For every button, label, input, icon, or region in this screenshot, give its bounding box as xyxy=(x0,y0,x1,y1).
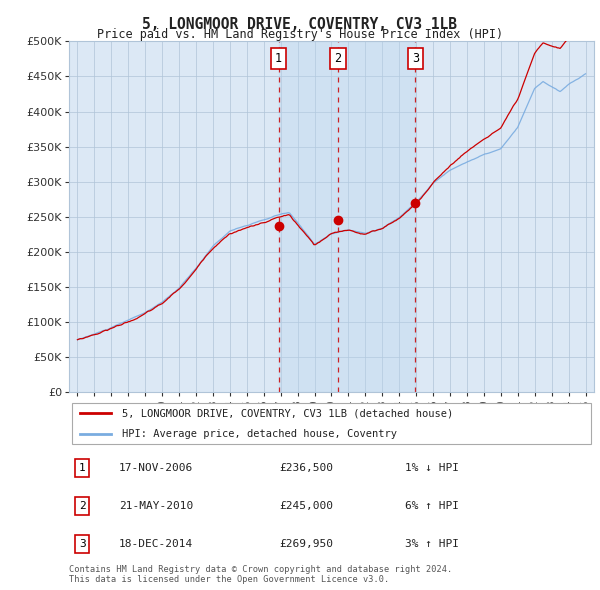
Text: This data is licensed under the Open Government Licence v3.0.: This data is licensed under the Open Gov… xyxy=(69,575,389,584)
Text: £245,000: £245,000 xyxy=(279,501,333,511)
Bar xyxy=(278,41,415,392)
Text: 3% ↑ HPI: 3% ↑ HPI xyxy=(405,539,459,549)
Text: 5, LONGMOOR DRIVE, COVENTRY, CV3 1LB: 5, LONGMOOR DRIVE, COVENTRY, CV3 1LB xyxy=(143,17,458,31)
Text: 21-MAY-2010: 21-MAY-2010 xyxy=(119,501,193,511)
Text: Contains HM Land Registry data © Crown copyright and database right 2024.: Contains HM Land Registry data © Crown c… xyxy=(69,565,452,574)
Text: 1: 1 xyxy=(79,463,86,473)
Text: 2: 2 xyxy=(334,53,341,65)
Text: £236,500: £236,500 xyxy=(279,463,333,473)
Text: 6% ↑ HPI: 6% ↑ HPI xyxy=(405,501,459,511)
Text: 18-DEC-2014: 18-DEC-2014 xyxy=(119,539,193,549)
Text: 17-NOV-2006: 17-NOV-2006 xyxy=(119,463,193,473)
FancyBboxPatch shape xyxy=(71,403,592,444)
Text: 1: 1 xyxy=(275,53,282,65)
Text: 5, LONGMOOR DRIVE, COVENTRY, CV3 1LB (detached house): 5, LONGMOOR DRIVE, COVENTRY, CV3 1LB (de… xyxy=(121,408,453,418)
Text: 3: 3 xyxy=(412,53,419,65)
Text: £269,950: £269,950 xyxy=(279,539,333,549)
Text: Price paid vs. HM Land Registry's House Price Index (HPI): Price paid vs. HM Land Registry's House … xyxy=(97,28,503,41)
Text: HPI: Average price, detached house, Coventry: HPI: Average price, detached house, Cove… xyxy=(121,430,397,440)
Text: 2: 2 xyxy=(79,501,86,511)
Text: 3: 3 xyxy=(79,539,86,549)
Text: 1% ↓ HPI: 1% ↓ HPI xyxy=(405,463,459,473)
